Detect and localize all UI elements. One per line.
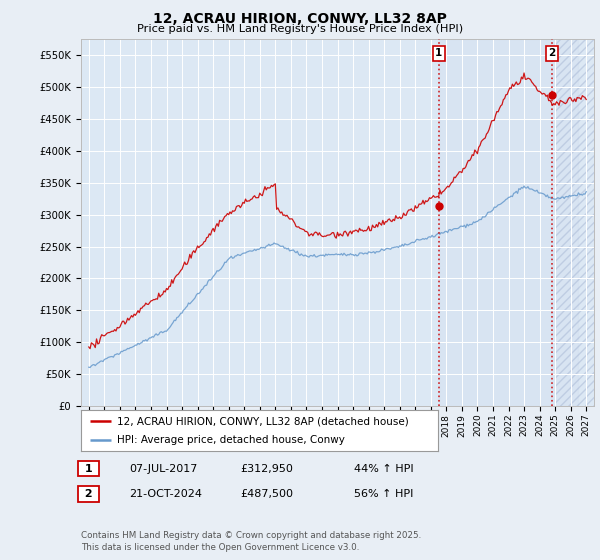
Text: 44% ↑ HPI: 44% ↑ HPI	[354, 464, 413, 474]
Text: £487,500: £487,500	[240, 489, 293, 499]
Text: 1: 1	[81, 464, 97, 474]
Text: £312,950: £312,950	[240, 464, 293, 474]
Bar	[555, 39, 594, 406]
Text: Contains HM Land Registry data © Crown copyright and database right 2025.
This d: Contains HM Land Registry data © Crown c…	[81, 531, 421, 552]
Text: 12, ACRAU HIRION, CONWY, LL32 8AP (detached house): 12, ACRAU HIRION, CONWY, LL32 8AP (detac…	[116, 417, 409, 426]
Text: 21-OCT-2024: 21-OCT-2024	[129, 489, 202, 499]
Text: 2: 2	[548, 48, 556, 58]
Text: 56% ↑ HPI: 56% ↑ HPI	[354, 489, 413, 499]
Bar	[555, 39, 594, 406]
Text: Price paid vs. HM Land Registry's House Price Index (HPI): Price paid vs. HM Land Registry's House …	[137, 24, 463, 34]
Text: 1: 1	[435, 48, 442, 58]
Text: 12, ACRAU HIRION, CONWY, LL32 8AP: 12, ACRAU HIRION, CONWY, LL32 8AP	[153, 12, 447, 26]
Text: 07-JUL-2017: 07-JUL-2017	[129, 464, 197, 474]
Bar	[439, 39, 578, 406]
Text: 2: 2	[81, 489, 97, 499]
Text: HPI: Average price, detached house, Conwy: HPI: Average price, detached house, Conw…	[116, 435, 344, 445]
